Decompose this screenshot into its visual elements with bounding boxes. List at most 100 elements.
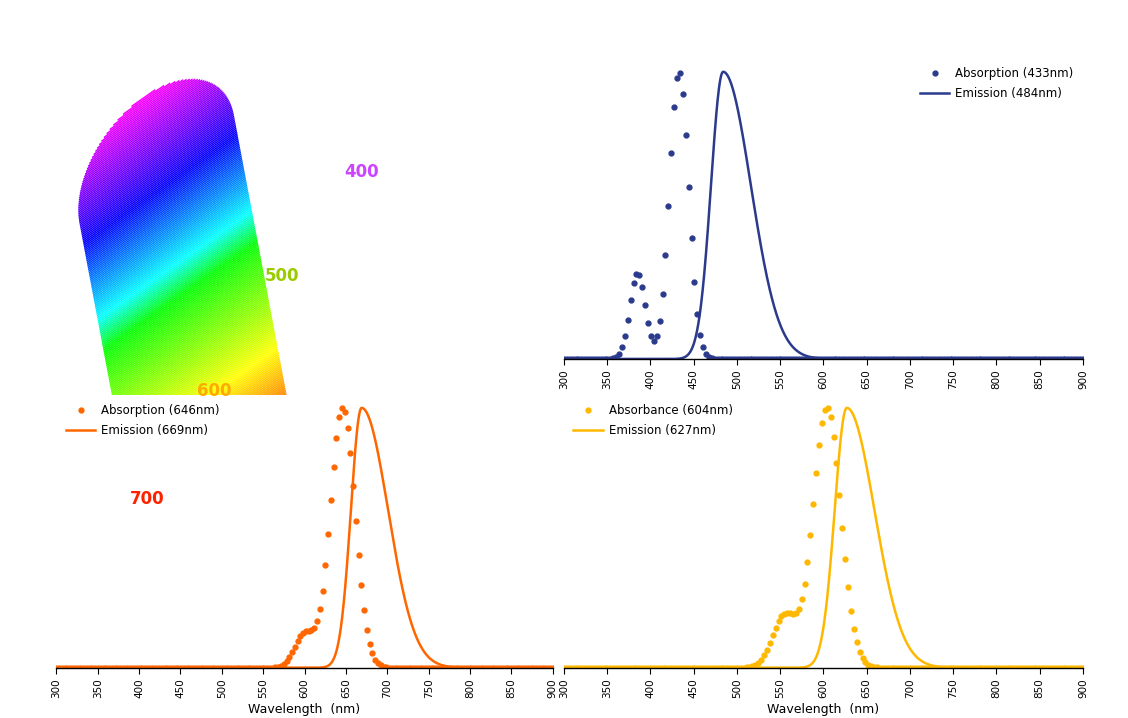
Polygon shape: [144, 457, 299, 568]
Polygon shape: [120, 330, 275, 441]
Polygon shape: [78, 104, 231, 213]
Polygon shape: [92, 184, 247, 294]
Polygon shape: [92, 182, 247, 293]
Polygon shape: [113, 294, 268, 404]
Polygon shape: [91, 181, 247, 291]
Polygon shape: [89, 167, 244, 277]
Polygon shape: [133, 401, 288, 511]
Polygon shape: [79, 108, 232, 218]
Polygon shape: [78, 98, 228, 205]
Polygon shape: [129, 373, 283, 484]
Polygon shape: [97, 207, 252, 317]
Polygon shape: [122, 342, 277, 452]
Polygon shape: [136, 416, 291, 527]
Polygon shape: [97, 208, 252, 319]
Polygon shape: [121, 335, 275, 446]
Polygon shape: [90, 80, 204, 162]
Polygon shape: [156, 505, 306, 612]
Polygon shape: [143, 452, 298, 563]
Polygon shape: [117, 83, 170, 121]
Polygon shape: [182, 552, 292, 632]
Polygon shape: [139, 430, 293, 541]
Polygon shape: [79, 93, 224, 197]
Polygon shape: [136, 415, 291, 525]
Polygon shape: [117, 313, 272, 424]
Polygon shape: [86, 150, 240, 260]
Polygon shape: [123, 85, 165, 115]
X-axis label: Wavelength  (nm): Wavelength (nm): [767, 704, 880, 717]
Polygon shape: [140, 437, 294, 547]
Polygon shape: [141, 444, 297, 554]
Polygon shape: [83, 138, 238, 248]
Polygon shape: [134, 403, 289, 513]
Text: Atto 425 Absorption / Emission Spectrum: Atto 425 Absorption / Emission Spectrum: [686, 444, 961, 457]
Polygon shape: [120, 325, 274, 436]
Polygon shape: [106, 258, 262, 368]
Polygon shape: [97, 210, 252, 320]
Polygon shape: [82, 86, 218, 182]
Polygon shape: [89, 169, 245, 279]
Polygon shape: [106, 79, 184, 134]
Polygon shape: [138, 425, 292, 536]
Polygon shape: [78, 103, 230, 211]
Polygon shape: [164, 523, 302, 623]
Polygon shape: [120, 327, 274, 437]
Polygon shape: [156, 508, 305, 614]
Polygon shape: [138, 421, 292, 532]
Polygon shape: [90, 174, 245, 284]
Polygon shape: [131, 389, 285, 499]
Polygon shape: [142, 447, 297, 558]
Polygon shape: [194, 569, 282, 633]
Polygon shape: [87, 157, 243, 267]
Polygon shape: [92, 186, 247, 296]
Polygon shape: [143, 451, 298, 561]
Polygon shape: [109, 80, 179, 131]
Polygon shape: [147, 472, 301, 582]
Polygon shape: [149, 485, 303, 595]
Polygon shape: [191, 565, 284, 633]
Polygon shape: [83, 136, 238, 246]
Polygon shape: [95, 198, 249, 308]
Polygon shape: [117, 317, 272, 427]
Polygon shape: [162, 521, 303, 622]
Text: 600: 600: [197, 382, 232, 401]
Polygon shape: [148, 477, 302, 587]
Polygon shape: [87, 155, 241, 265]
Polygon shape: [85, 139, 239, 250]
Polygon shape: [94, 190, 248, 299]
Polygon shape: [149, 483, 303, 594]
Polygon shape: [126, 363, 281, 473]
Polygon shape: [115, 307, 271, 416]
Polygon shape: [104, 78, 187, 139]
Polygon shape: [115, 303, 270, 413]
Polygon shape: [152, 498, 306, 607]
Polygon shape: [89, 80, 206, 164]
Polygon shape: [108, 266, 263, 377]
Polygon shape: [188, 561, 287, 633]
Polygon shape: [99, 218, 254, 329]
Polygon shape: [146, 468, 301, 578]
Polygon shape: [140, 435, 294, 546]
Polygon shape: [135, 409, 290, 520]
Polygon shape: [107, 264, 262, 373]
Polygon shape: [78, 107, 232, 217]
Polygon shape: [123, 346, 277, 456]
Polygon shape: [200, 577, 277, 632]
Polygon shape: [102, 229, 256, 339]
Polygon shape: [112, 284, 266, 394]
Polygon shape: [81, 126, 236, 236]
Polygon shape: [125, 358, 280, 468]
Polygon shape: [80, 90, 222, 192]
Polygon shape: [132, 394, 287, 504]
Polygon shape: [155, 504, 306, 611]
Polygon shape: [107, 261, 262, 372]
Polygon shape: [133, 398, 288, 508]
Polygon shape: [81, 124, 236, 234]
Polygon shape: [118, 324, 273, 434]
Polygon shape: [183, 556, 290, 632]
Polygon shape: [81, 88, 220, 187]
Polygon shape: [129, 377, 283, 487]
Polygon shape: [142, 446, 297, 556]
Polygon shape: [131, 386, 285, 495]
Polygon shape: [95, 78, 197, 152]
